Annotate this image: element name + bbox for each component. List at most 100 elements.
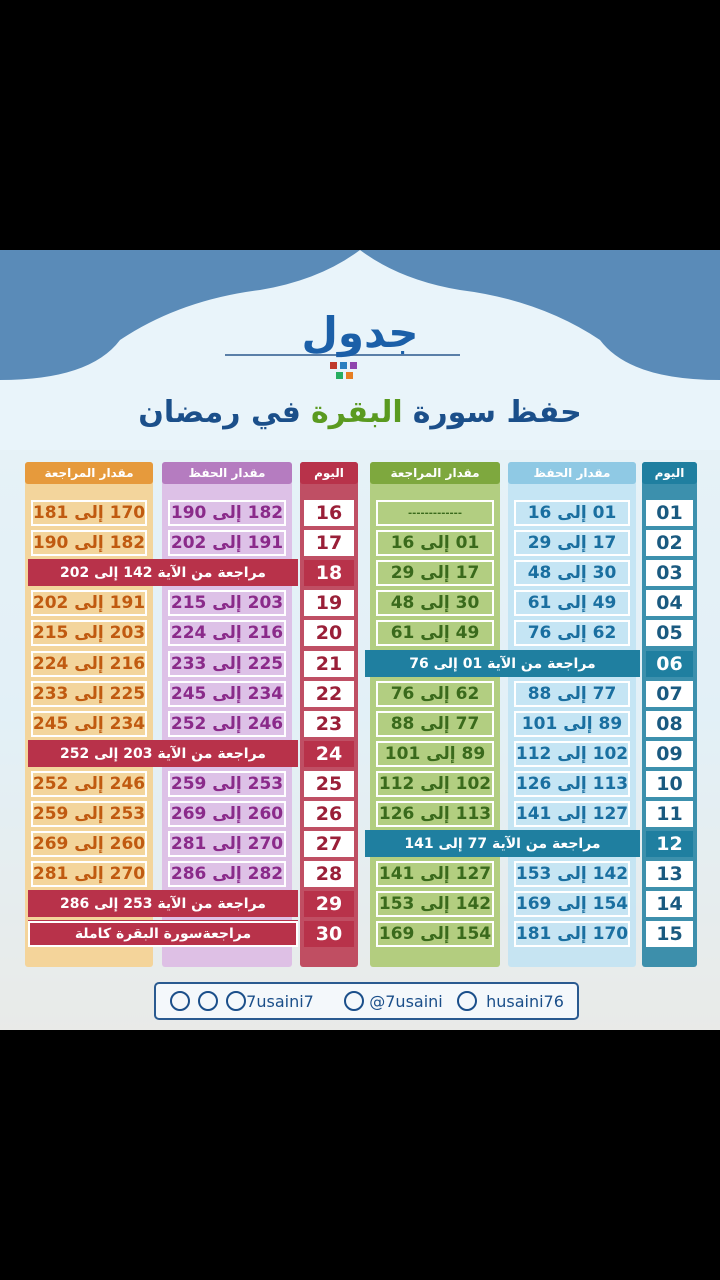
day-cell: 18 bbox=[304, 560, 354, 587]
day-cell: 22 bbox=[304, 680, 354, 707]
day-cell: 24 bbox=[304, 740, 354, 767]
memorize-cell: 246 إلى 252 bbox=[168, 710, 286, 737]
column-bg bbox=[370, 462, 500, 967]
day-cell: 04 bbox=[646, 590, 693, 617]
review-cell: 182 إلى 190 bbox=[31, 530, 147, 557]
column-bg bbox=[25, 462, 153, 967]
memorize-cell: 89 إلى 101 bbox=[514, 710, 630, 737]
title: جدول bbox=[301, 307, 419, 357]
day-cell: 23 bbox=[304, 710, 354, 737]
memorize-cell: 142 إلى 153 bbox=[514, 861, 630, 888]
memorize-cell: 127 إلى 141 bbox=[514, 801, 630, 827]
column-bg bbox=[508, 462, 636, 967]
memorize-cell: 77 إلى 88 bbox=[514, 680, 630, 707]
day-cell: 16 bbox=[304, 500, 354, 526]
column-header: مقدار الحفظ bbox=[162, 462, 292, 484]
memorize-cell: 225 إلى 233 bbox=[168, 650, 286, 677]
review-cell: 142 إلى 153 bbox=[376, 891, 494, 918]
day-cell: 11 bbox=[646, 801, 693, 827]
day-cell: 30 bbox=[304, 921, 354, 948]
day-cell: 17 bbox=[304, 530, 354, 557]
memorize-cell: 203 إلى 215 bbox=[168, 590, 286, 617]
day-cell: 27 bbox=[304, 831, 354, 858]
review-cell: 260 إلى 269 bbox=[31, 831, 147, 858]
day-cell: 26 bbox=[304, 801, 354, 827]
review-cell: 225 إلى 233 bbox=[31, 680, 147, 707]
day-cell: 20 bbox=[304, 620, 354, 647]
memorize-cell: 154 إلى 169 bbox=[514, 891, 630, 918]
column-header: اليوم bbox=[642, 462, 697, 484]
review-cell: 17 إلى 29 bbox=[376, 560, 494, 587]
review-cell: 30 إلى 48 bbox=[376, 590, 494, 617]
review-row bbox=[28, 920, 298, 948]
column-header: مقدار المراجعة bbox=[370, 462, 500, 484]
review-cell: 170 إلى 181 bbox=[31, 500, 147, 526]
memorize-cell: 282 إلى 286 bbox=[168, 861, 286, 888]
review-cell: 62 إلى 76 bbox=[376, 680, 494, 707]
footer-handle: 7usaini7 bbox=[246, 991, 314, 1011]
review-row-text: مراجعة من الآية 253 إلى 286 bbox=[60, 896, 266, 913]
review-row-text: مراجعة من الآية 203 إلى 252 bbox=[60, 745, 266, 762]
subtitle-part: في رمضان bbox=[138, 394, 301, 430]
subtitle-part: البقرة bbox=[310, 394, 403, 430]
day-cell: 21 bbox=[304, 650, 354, 677]
review-row bbox=[365, 649, 640, 677]
review-cell: 246 إلى 252 bbox=[31, 770, 147, 797]
footer-handle: husaini76 bbox=[486, 991, 564, 1011]
review-cell: 77 إلى 88 bbox=[376, 710, 494, 737]
column-bg bbox=[162, 462, 292, 967]
day-cell: 15 bbox=[646, 921, 693, 948]
memorize-cell: 113 إلى 126 bbox=[514, 770, 630, 797]
card: جدول حفظ سورة البقرة في رمضان 7usaini7 @… bbox=[0, 250, 720, 1030]
review-row-text: مراجعة من الآية 142 إلى 202 bbox=[60, 565, 266, 582]
footer-handle: @7usaini bbox=[369, 991, 443, 1011]
memorize-cell: 17 إلى 29 bbox=[514, 530, 630, 557]
memorize-cell: 102 إلى 112 bbox=[514, 740, 630, 767]
day-cell: 01 bbox=[646, 500, 693, 526]
day-cell: 12 bbox=[646, 831, 693, 858]
review-cell: ------------- bbox=[376, 500, 494, 526]
review-cell: 191 إلى 202 bbox=[31, 590, 147, 617]
review-row-text: مراجعة من الآية 77 إلى 141 bbox=[404, 836, 601, 853]
review-cell: 154 إلى 169 bbox=[376, 921, 494, 948]
day-cell: 14 bbox=[646, 891, 693, 918]
review-row bbox=[28, 559, 298, 587]
day-cell: 08 bbox=[646, 710, 693, 737]
day-cell: 02 bbox=[646, 530, 693, 557]
review-cell: 203 إلى 215 bbox=[31, 620, 147, 647]
review-row bbox=[28, 890, 298, 918]
day-cell: 29 bbox=[304, 891, 354, 918]
review-row-text: مراجعةسورة البقرة كاملة bbox=[28, 921, 298, 948]
review-cell: 253 إلى 259 bbox=[31, 801, 147, 827]
memorize-cell: 182 إلى 190 bbox=[168, 500, 286, 526]
column-header: مقدار الحفظ bbox=[508, 462, 636, 484]
day-cell: 19 bbox=[304, 590, 354, 617]
memorize-cell: 01 إلى 16 bbox=[514, 500, 630, 526]
day-cell: 03 bbox=[646, 560, 693, 587]
day-cell: 25 bbox=[304, 770, 354, 797]
day-cell: 13 bbox=[646, 861, 693, 888]
review-row-text: مراجعة من الآية 01 إلى 76 bbox=[409, 655, 596, 672]
review-cell: 01 إلى 16 bbox=[376, 530, 494, 557]
review-cell: 234 إلى 245 bbox=[31, 710, 147, 737]
review-cell: 113 إلى 126 bbox=[376, 801, 494, 827]
review-row bbox=[28, 739, 298, 767]
memorize-cell: 62 إلى 76 bbox=[514, 620, 630, 647]
day-cell: 05 bbox=[646, 620, 693, 647]
memorize-cell: 191 إلى 202 bbox=[168, 530, 286, 557]
review-cell: 216 إلى 224 bbox=[31, 650, 147, 677]
review-cell: 270 إلى 281 bbox=[31, 861, 147, 888]
day-cell: 09 bbox=[646, 740, 693, 767]
memorize-cell: 170 إلى 181 bbox=[514, 921, 630, 948]
column-header: اليوم bbox=[300, 462, 358, 484]
memorize-cell: 49 إلى 61 bbox=[514, 590, 630, 617]
memorize-cell: 260 إلى 269 bbox=[168, 801, 286, 827]
review-cell: 49 إلى 61 bbox=[376, 620, 494, 647]
day-cell: 28 bbox=[304, 861, 354, 888]
review-cell: 102 إلى 112 bbox=[376, 770, 494, 797]
subtitle-part: حفظ سورة bbox=[412, 394, 582, 430]
memorize-cell: 253 إلى 259 bbox=[168, 770, 286, 797]
memorize-cell: 270 إلى 281 bbox=[168, 831, 286, 858]
memorize-cell: 234 إلى 245 bbox=[168, 680, 286, 707]
day-cell: 10 bbox=[646, 770, 693, 797]
